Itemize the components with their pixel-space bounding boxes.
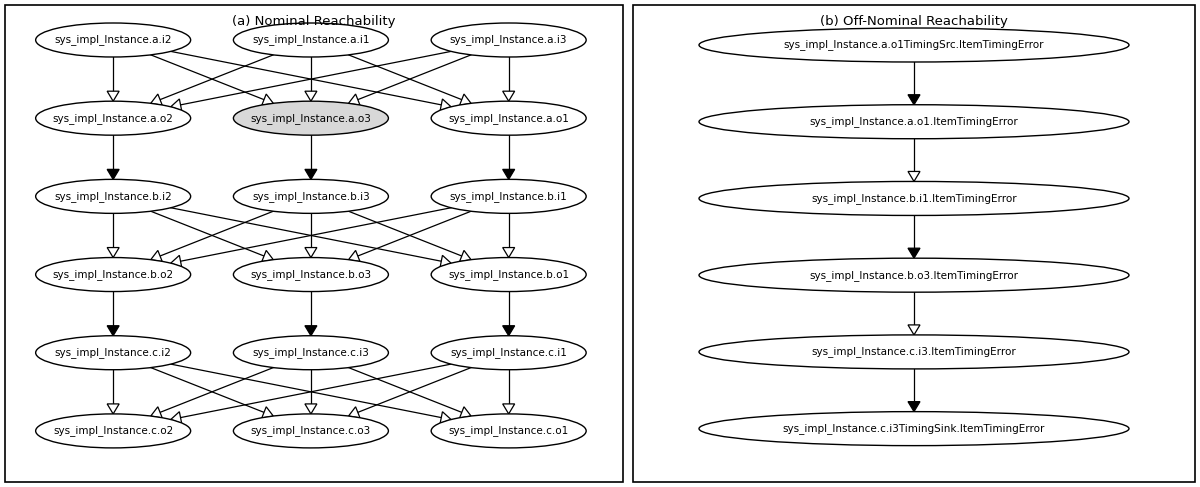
Polygon shape (460, 94, 472, 105)
Polygon shape (503, 326, 515, 336)
Ellipse shape (431, 101, 586, 135)
Text: sys_impl_Instance.c.o3: sys_impl_Instance.c.o3 (251, 426, 371, 436)
Ellipse shape (698, 412, 1129, 446)
Polygon shape (305, 169, 317, 179)
Text: sys_impl_Instance.b.i3: sys_impl_Instance.b.i3 (252, 191, 370, 202)
Text: sys_impl_Instance.b.o1: sys_impl_Instance.b.o1 (448, 269, 569, 280)
Polygon shape (170, 412, 181, 424)
Polygon shape (503, 247, 515, 258)
Polygon shape (503, 169, 515, 179)
Polygon shape (460, 250, 472, 262)
Text: sys_impl_Instance.c.i1: sys_impl_Instance.c.i1 (450, 347, 568, 358)
Polygon shape (151, 94, 162, 105)
Polygon shape (305, 404, 317, 414)
Polygon shape (908, 248, 920, 258)
Ellipse shape (234, 179, 389, 213)
Ellipse shape (36, 258, 191, 292)
Text: sys_impl_Instance.a.o1TimingSrc.ItemTimingError: sys_impl_Instance.a.o1TimingSrc.ItemTimi… (784, 39, 1044, 51)
Ellipse shape (698, 28, 1129, 62)
Polygon shape (262, 94, 274, 105)
Polygon shape (440, 412, 451, 424)
Polygon shape (107, 326, 119, 336)
Polygon shape (107, 91, 119, 101)
Text: sys_impl_Instance.c.i3.ItemTimingError: sys_impl_Instance.c.i3.ItemTimingError (811, 346, 1016, 357)
Text: sys_impl_Instance.c.o1: sys_impl_Instance.c.o1 (449, 426, 569, 436)
Text: sys_impl_Instance.c.i3: sys_impl_Instance.c.i3 (252, 347, 370, 358)
Ellipse shape (36, 179, 191, 213)
Ellipse shape (234, 258, 389, 292)
Bar (634, 5, 1195, 482)
Ellipse shape (234, 23, 389, 57)
Text: sys_impl_Instance.a.i3: sys_impl_Instance.a.i3 (450, 35, 568, 45)
Polygon shape (107, 247, 119, 258)
Polygon shape (908, 95, 920, 105)
Text: sys_impl_Instance.b.o3.ItemTimingError: sys_impl_Instance.b.o3.ItemTimingError (810, 270, 1019, 281)
Ellipse shape (36, 23, 191, 57)
Polygon shape (262, 407, 274, 418)
Polygon shape (460, 407, 472, 418)
Text: sys_impl_Instance.a.o2: sys_impl_Instance.a.o2 (53, 112, 174, 124)
Ellipse shape (431, 414, 586, 448)
Text: sys_impl_Instance.a.o3: sys_impl_Instance.a.o3 (251, 112, 371, 124)
Text: sys_impl_Instance.b.o3: sys_impl_Instance.b.o3 (251, 269, 372, 280)
Polygon shape (348, 94, 360, 105)
Ellipse shape (234, 101, 389, 135)
Polygon shape (107, 169, 119, 179)
Polygon shape (908, 171, 920, 182)
Polygon shape (262, 250, 274, 262)
Ellipse shape (36, 101, 191, 135)
Text: sys_impl_Instance.a.i1: sys_impl_Instance.a.i1 (252, 35, 370, 45)
Polygon shape (440, 99, 451, 111)
Polygon shape (305, 326, 317, 336)
Ellipse shape (698, 258, 1129, 292)
Ellipse shape (431, 336, 586, 370)
Text: sys_impl_Instance.b.o2: sys_impl_Instance.b.o2 (53, 269, 174, 280)
Ellipse shape (698, 182, 1129, 215)
Polygon shape (170, 255, 181, 267)
Polygon shape (908, 402, 920, 412)
Polygon shape (305, 91, 317, 101)
Text: sys_impl_Instance.a.o1: sys_impl_Instance.a.o1 (449, 112, 569, 124)
Ellipse shape (431, 258, 586, 292)
Polygon shape (348, 407, 360, 418)
Ellipse shape (234, 414, 389, 448)
Text: (a) Nominal Reachability: (a) Nominal Reachability (233, 15, 396, 27)
Polygon shape (503, 91, 515, 101)
Polygon shape (151, 407, 162, 418)
Text: sys_impl_Instance.a.i2: sys_impl_Instance.a.i2 (54, 35, 172, 45)
Text: sys_impl_Instance.c.i3TimingSink.ItemTimingError: sys_impl_Instance.c.i3TimingSink.ItemTim… (782, 423, 1045, 434)
Ellipse shape (698, 335, 1129, 369)
Text: sys_impl_Instance.a.o1.ItemTimingError: sys_impl_Instance.a.o1.ItemTimingError (810, 116, 1019, 127)
Polygon shape (348, 250, 360, 262)
Text: sys_impl_Instance.b.i1: sys_impl_Instance.b.i1 (450, 191, 568, 202)
Ellipse shape (234, 336, 389, 370)
Polygon shape (107, 404, 119, 414)
Polygon shape (908, 325, 920, 335)
Polygon shape (503, 404, 515, 414)
Bar (5, 5, 623, 482)
Polygon shape (151, 250, 162, 262)
Text: sys_impl_Instance.c.i2: sys_impl_Instance.c.i2 (55, 347, 172, 358)
Ellipse shape (36, 414, 191, 448)
Polygon shape (440, 255, 451, 267)
Ellipse shape (431, 179, 586, 213)
Text: sys_impl_Instance.c.o2: sys_impl_Instance.c.o2 (53, 426, 173, 436)
Polygon shape (305, 247, 317, 258)
Polygon shape (170, 99, 181, 111)
Text: (b) Off-Nominal Reachability: (b) Off-Nominal Reachability (820, 15, 1008, 27)
Ellipse shape (431, 23, 586, 57)
Ellipse shape (36, 336, 191, 370)
Text: sys_impl_Instance.b.i2: sys_impl_Instance.b.i2 (54, 191, 172, 202)
Ellipse shape (698, 105, 1129, 139)
Text: sys_impl_Instance.b.i1.ItemTimingError: sys_impl_Instance.b.i1.ItemTimingError (811, 193, 1016, 204)
